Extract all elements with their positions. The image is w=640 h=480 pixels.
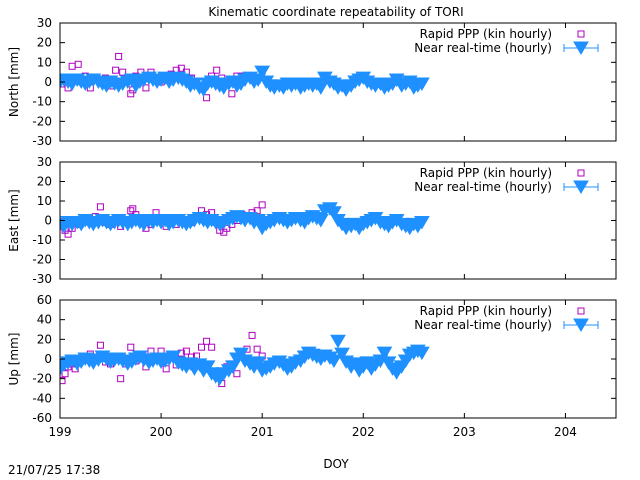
data-point xyxy=(203,337,211,345)
data-point xyxy=(233,370,241,378)
y-tick-label: -40 xyxy=(32,391,52,405)
legend-label: Rapid PPP (kin hourly) xyxy=(420,304,552,318)
y-tick-label: 20 xyxy=(37,36,52,50)
legend: Rapid PPP (kin hourly)Near real-time (ho… xyxy=(414,304,599,332)
chart-title: Kinematic coordinate repeatability of TO… xyxy=(208,5,463,19)
plot-area xyxy=(60,331,430,388)
data-point xyxy=(414,215,430,230)
legend-label: Rapid PPP (kin hourly) xyxy=(420,27,552,41)
data-point xyxy=(414,77,430,91)
y-axis-label: Up [mm] xyxy=(7,333,21,386)
plot-area xyxy=(60,201,430,238)
y-tick-label: 10 xyxy=(37,194,52,208)
data-point xyxy=(199,360,216,374)
x-tick-label: 200 xyxy=(150,425,173,439)
y-tick-label: 40 xyxy=(37,313,52,327)
data-point xyxy=(127,90,135,98)
y-tick-label: 0 xyxy=(44,214,52,228)
y-tick-label: -60 xyxy=(32,411,52,425)
data-point xyxy=(119,68,127,76)
data-point xyxy=(326,354,342,368)
data-point xyxy=(117,375,125,383)
y-axis-label: North [mm] xyxy=(7,47,21,117)
data-point xyxy=(96,203,104,211)
data-point xyxy=(254,65,271,80)
legend-label: Near real-time (hourly) xyxy=(414,180,552,194)
data-point xyxy=(253,207,261,215)
data-point xyxy=(258,201,266,209)
legend-marker xyxy=(577,30,585,38)
data-point xyxy=(177,64,185,72)
panel-1: -30 -20 -10 0 10 20 30 North [mm] Rapid PPP (kin… xyxy=(7,16,617,148)
x-tick-label: 203 xyxy=(453,425,476,439)
data-point xyxy=(182,347,190,355)
y-tick-label: 0 xyxy=(44,352,52,366)
legend-marker xyxy=(573,41,589,55)
data-point xyxy=(248,331,256,339)
data-point xyxy=(129,205,137,213)
x-tick-label: 204 xyxy=(554,425,577,439)
y-tick-label: 20 xyxy=(37,175,52,189)
timestamp: 21/07/25 17:38 xyxy=(8,463,100,477)
legend: Rapid PPP (kin hourly)Near real-time (ho… xyxy=(414,166,599,194)
data-point xyxy=(312,214,329,228)
data-point xyxy=(74,60,82,68)
y-tick-label: -30 xyxy=(32,134,52,148)
data-point xyxy=(312,81,329,95)
data-point xyxy=(127,207,135,215)
y-tick-label: -20 xyxy=(32,372,52,386)
data-point xyxy=(334,347,350,362)
y-tick-label: 10 xyxy=(37,55,52,69)
y-axis-label: East [mm] xyxy=(7,189,21,251)
panel-3: -60 -40 -20 0 20 40 60 199 200 201 202 203 204 Up [mm… xyxy=(7,293,617,439)
data-point xyxy=(326,206,342,220)
x-tick-label: 202 xyxy=(352,425,375,439)
data-point xyxy=(68,62,76,70)
legend: Rapid PPP (kin hourly)Near real-time (ho… xyxy=(414,27,599,55)
y-tick-label: 20 xyxy=(37,332,52,346)
data-point xyxy=(233,347,249,362)
data-point xyxy=(228,90,236,98)
data-point xyxy=(112,66,120,74)
panel-2: -30 -20 -10 0 10 20 30 East [mm] Rapid PPP (kin … xyxy=(7,155,617,286)
data-point xyxy=(142,84,150,92)
data-point xyxy=(127,343,135,351)
legend-marker xyxy=(577,169,585,177)
data-point xyxy=(61,370,69,378)
legend-label: Near real-time (hourly) xyxy=(414,41,552,55)
plot-area xyxy=(60,52,430,102)
y-tick-label: 30 xyxy=(37,16,52,30)
data-point xyxy=(64,230,72,238)
legend-label: Rapid PPP (kin hourly) xyxy=(420,166,552,180)
y-tick-label: 30 xyxy=(37,155,52,169)
data-point xyxy=(60,377,66,385)
legend-marker xyxy=(577,307,585,315)
y-tick-label: -30 xyxy=(32,272,52,286)
data-point xyxy=(213,66,221,74)
legend-label: Near real-time (hourly) xyxy=(414,318,552,332)
data-point xyxy=(253,345,261,353)
data-point xyxy=(162,365,170,373)
x-tick-label: 199 xyxy=(49,425,72,439)
data-point xyxy=(414,346,430,361)
y-tick-label: 0 xyxy=(44,75,52,89)
data-point xyxy=(376,346,393,361)
data-point xyxy=(203,94,211,102)
data-point xyxy=(330,334,346,349)
y-tick-label: -20 xyxy=(32,253,52,267)
x-tick-label: 201 xyxy=(251,425,274,439)
x-axis-label: DOY xyxy=(323,457,349,471)
y-tick-label: -10 xyxy=(32,233,52,247)
legend-marker xyxy=(573,180,589,194)
y-tick-label: -10 xyxy=(32,95,52,109)
data-point xyxy=(198,343,206,351)
legend-marker xyxy=(573,318,589,332)
data-point xyxy=(96,341,104,349)
y-tick-label: -20 xyxy=(32,114,52,128)
data-point xyxy=(208,343,216,351)
y-tick-label: 60 xyxy=(37,293,52,307)
data-point xyxy=(115,52,123,60)
